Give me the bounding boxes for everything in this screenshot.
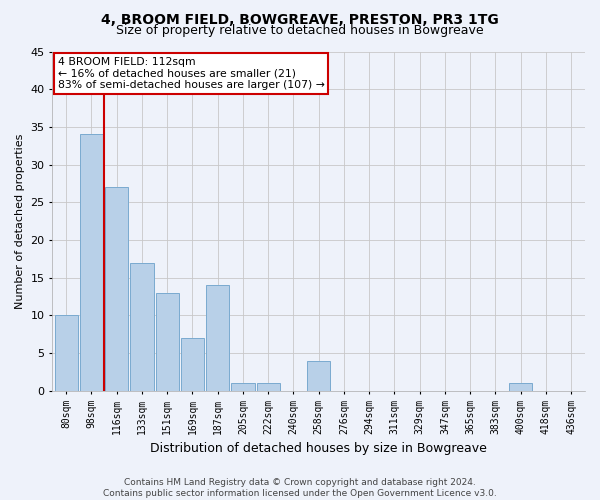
Bar: [105, 187, 128, 391]
Bar: [155, 293, 179, 391]
X-axis label: Distribution of detached houses by size in Bowgreave: Distribution of detached houses by size …: [150, 442, 487, 455]
Text: Size of property relative to detached houses in Bowgreave: Size of property relative to detached ho…: [116, 24, 484, 37]
Bar: [257, 383, 280, 391]
Text: 4 BROOM FIELD: 112sqm
← 16% of detached houses are smaller (21)
83% of semi-deta: 4 BROOM FIELD: 112sqm ← 16% of detached …: [58, 56, 325, 90]
Bar: [509, 383, 532, 391]
Bar: [307, 360, 330, 391]
Bar: [206, 285, 229, 391]
Bar: [181, 338, 204, 391]
Bar: [130, 262, 154, 391]
Bar: [232, 383, 254, 391]
Bar: [55, 316, 78, 391]
Y-axis label: Number of detached properties: Number of detached properties: [15, 134, 25, 309]
Text: Contains HM Land Registry data © Crown copyright and database right 2024.
Contai: Contains HM Land Registry data © Crown c…: [103, 478, 497, 498]
Bar: [80, 134, 103, 391]
Text: 4, BROOM FIELD, BOWGREAVE, PRESTON, PR3 1TG: 4, BROOM FIELD, BOWGREAVE, PRESTON, PR3 …: [101, 12, 499, 26]
